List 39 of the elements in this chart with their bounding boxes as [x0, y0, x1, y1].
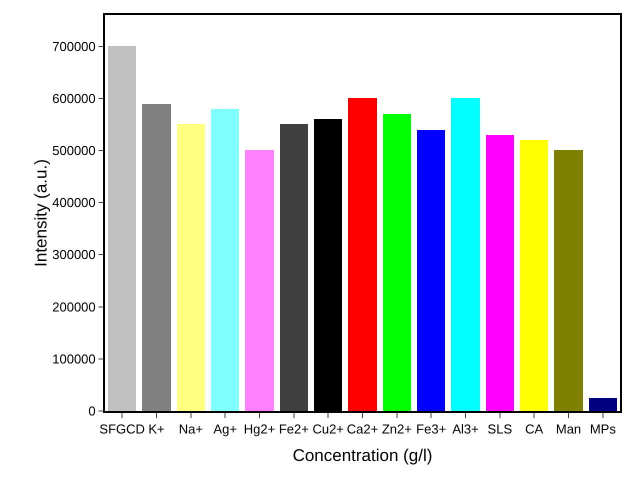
y-axis-title: Intensity (a.u.): [31, 159, 50, 267]
bar: [280, 124, 308, 411]
bar: [177, 124, 205, 411]
x-tick-label: Man: [556, 421, 582, 436]
y-tick-label: 200000: [52, 299, 96, 314]
x-tick-label: Zn2+: [382, 421, 412, 436]
bar: [451, 98, 480, 411]
x-tick-label: SFGCD: [99, 421, 145, 436]
x-tick-label: Cu2+: [312, 421, 344, 436]
x-tick-label: Fe2+: [278, 421, 309, 436]
y-tick-label: 700000: [52, 38, 96, 54]
bar: [348, 98, 377, 411]
y-tick-label: 100000: [52, 351, 96, 366]
x-tick-label: K+: [148, 421, 165, 436]
x-tick-label: Al3+: [452, 421, 479, 436]
bar: [245, 150, 274, 411]
x-tick-label: CA: [525, 421, 544, 436]
bar: [417, 130, 445, 411]
bar: [108, 46, 136, 411]
bar: [520, 140, 548, 411]
bar: [589, 398, 617, 411]
x-axis-title: Concentration (g/l): [292, 446, 432, 466]
bar: [554, 150, 583, 411]
y-tick-label: 600000: [52, 90, 96, 106]
x-tick-label: MPs: [590, 421, 616, 436]
y-tick-label: 0: [88, 404, 96, 419]
x-tick-label: SLS: [488, 421, 512, 436]
x-tick-label: Hg2+: [244, 421, 276, 436]
bar: [211, 109, 239, 411]
y-tick-label: 400000: [52, 195, 96, 210]
y-tick-label: 500000: [52, 143, 96, 158]
bar: [142, 104, 171, 411]
x-tick-label: Fe3+: [416, 421, 446, 436]
bar: [486, 135, 514, 411]
y-tick-label: 300000: [52, 247, 96, 262]
bar: [383, 114, 411, 411]
x-tick-label: Na+: [178, 421, 203, 436]
x-tick-label: Ag+: [213, 421, 237, 436]
x-tick-label: Ca2+: [346, 421, 378, 436]
